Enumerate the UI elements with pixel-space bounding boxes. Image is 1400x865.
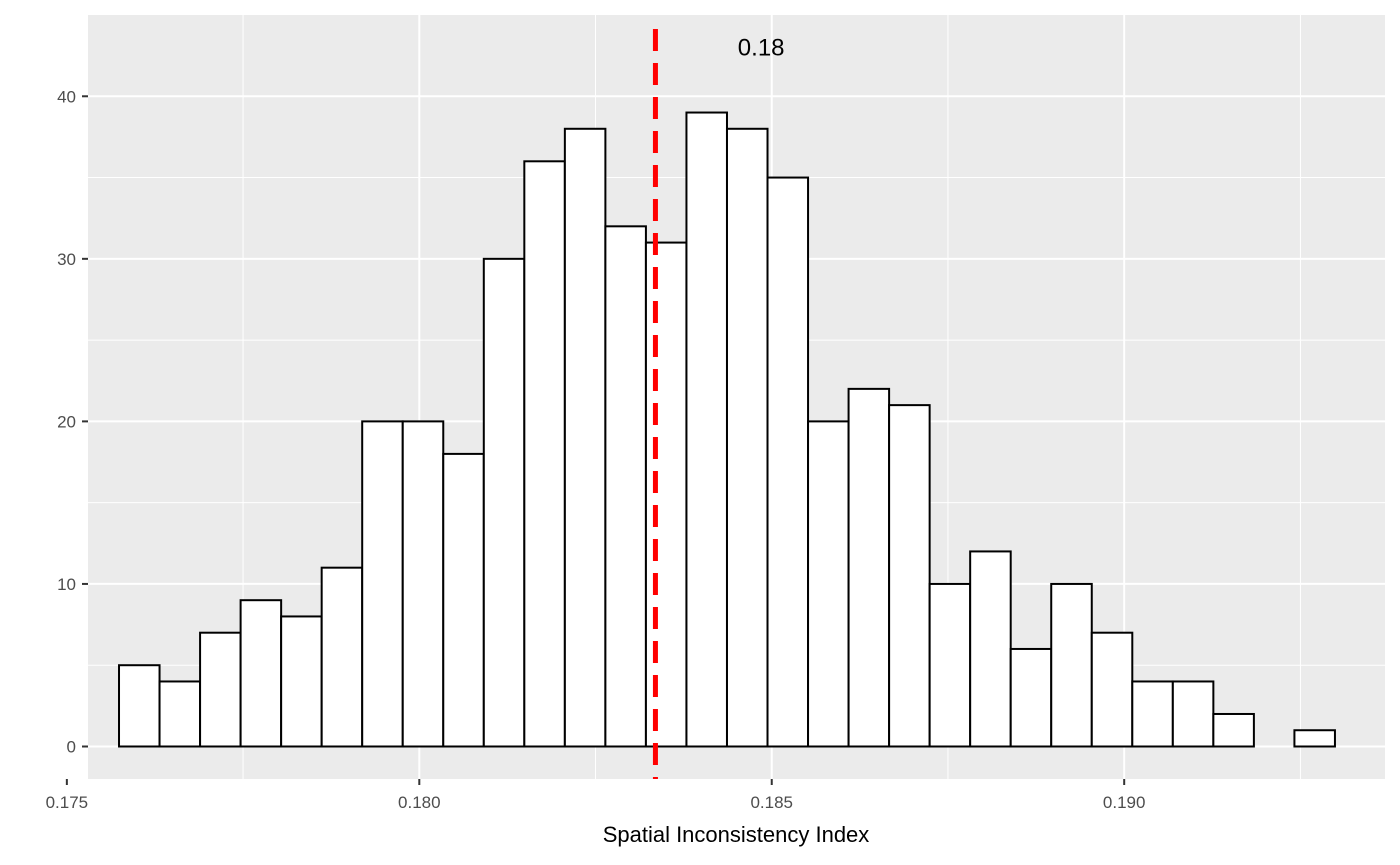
y-tick-label: 20 — [57, 412, 76, 431]
histogram-bar — [320, 566, 364, 748]
histogram-bar — [523, 160, 566, 748]
histogram-bar — [1212, 712, 1255, 748]
y-tick-label: 30 — [57, 250, 76, 269]
histogram-bar — [969, 550, 1012, 748]
histogram-bar — [685, 111, 728, 748]
histogram-bar — [280, 615, 323, 748]
y-tick-label: 10 — [57, 575, 76, 594]
histogram-bar — [1090, 631, 1134, 748]
histogram-bar — [239, 599, 283, 748]
histogram-bar — [928, 582, 972, 748]
histogram-bar — [847, 387, 891, 748]
histogram-bar — [118, 664, 161, 748]
histogram-bar — [644, 241, 688, 748]
histogram-bar — [1171, 680, 1215, 748]
reference-annotation: 0.18 — [738, 35, 785, 62]
histogram-bar — [361, 420, 404, 748]
histogram-bar — [1050, 582, 1093, 748]
histogram-bar — [199, 631, 242, 748]
histogram-bar — [888, 404, 931, 748]
histogram-bar — [401, 420, 445, 748]
histogram-bar — [766, 176, 810, 748]
x-tick-label: 0.180 — [398, 793, 441, 812]
histogram-bar — [604, 225, 647, 748]
y-tick-label: 40 — [57, 87, 76, 106]
histogram-bars — [118, 111, 1336, 748]
histogram-bar — [563, 127, 607, 748]
histogram-bar — [725, 127, 769, 748]
histogram-bar — [1009, 647, 1053, 748]
x-axis-title: Spatial Inconsistency Index — [603, 822, 870, 847]
x-tick-label: 0.190 — [1103, 793, 1146, 812]
histogram-bar — [1293, 729, 1336, 748]
y-tick-label: 0 — [67, 737, 76, 756]
axes: 0.175 0.180 0.185 0.190 0 10 20 30 40 — [46, 87, 1146, 812]
x-tick-label: 0.175 — [46, 793, 89, 812]
histogram-bar — [1131, 680, 1174, 748]
x-tick-label: 0.185 — [750, 793, 793, 812]
histogram-bar — [442, 452, 485, 748]
histogram-bar — [807, 420, 850, 748]
histogram-bar — [158, 680, 202, 748]
histogram-bar — [482, 257, 526, 748]
